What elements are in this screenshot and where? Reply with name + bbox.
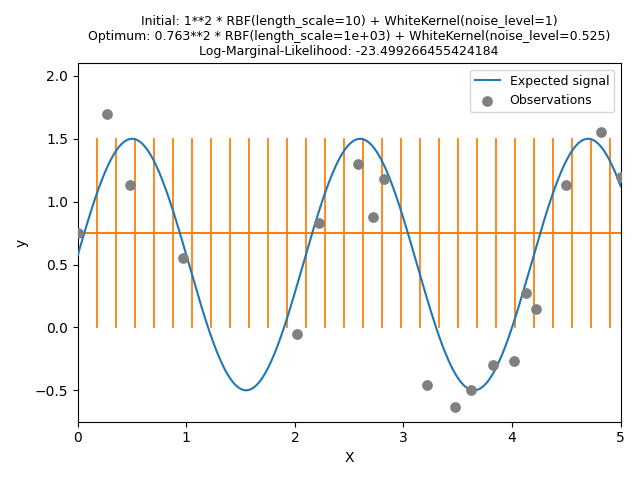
Expected signal <box>470 387 477 393</box>
Observations <box>488 361 498 369</box>
X-axis label: X: X <box>344 451 354 465</box>
Observations <box>616 173 626 180</box>
Expected signal <box>617 183 625 189</box>
Observations <box>596 129 606 136</box>
Expected signal <box>74 252 82 258</box>
Observations <box>292 330 302 337</box>
Observations <box>531 305 541 312</box>
Observations <box>466 386 476 394</box>
Line: Expected signal: Expected signal <box>78 139 621 390</box>
Expected signal <box>606 158 614 164</box>
Expected signal <box>397 207 404 213</box>
Observations <box>422 382 433 389</box>
Observations <box>509 358 519 365</box>
Observations <box>73 229 83 237</box>
Legend: Expected signal, Observations: Expected signal, Observations <box>470 70 614 112</box>
Y-axis label: y: y <box>15 239 29 247</box>
Observations <box>521 289 531 297</box>
Expected signal <box>335 157 342 163</box>
Expected signal <box>367 142 375 148</box>
Observations <box>314 219 324 227</box>
Observations <box>125 181 135 189</box>
Observations <box>368 213 378 221</box>
Observations <box>178 254 188 262</box>
Title: Initial: 1**2 * RBF(length_scale=10) + WhiteKernel(noise_level=1)
Optimum: 0.763: Initial: 1**2 * RBF(length_scale=10) + W… <box>88 15 611 58</box>
Expected signal <box>520 287 527 292</box>
Observations <box>449 403 460 410</box>
Observations <box>379 175 389 183</box>
Observations <box>353 160 363 168</box>
Expected signal <box>332 163 339 169</box>
Expected signal <box>584 136 592 142</box>
Observations <box>561 181 572 189</box>
Observations <box>102 110 112 118</box>
